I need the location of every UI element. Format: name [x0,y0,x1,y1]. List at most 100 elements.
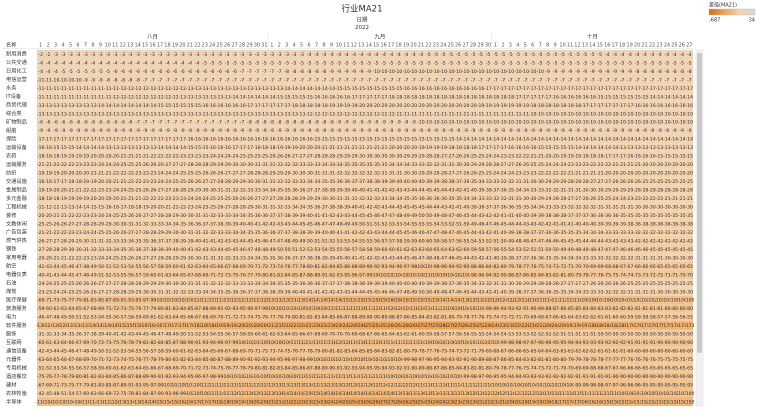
heat-cell[interactable] [193,75,202,84]
heat-cell[interactable] [320,134,328,144]
heat-cell[interactable] [678,117,686,127]
heat-cell[interactable] [387,160,395,169]
heat-cell[interactable] [581,151,589,161]
heat-cell[interactable] [74,100,82,110]
heat-cell[interactable] [37,134,45,144]
heat-cell[interactable] [543,58,552,68]
heat-cell[interactable] [126,83,134,93]
heat-cell[interactable] [163,58,172,68]
heat-cell[interactable] [685,160,694,169]
heat-cell[interactable] [454,75,462,84]
heat-cell[interactable] [223,100,231,110]
heat-cell[interactable] [66,100,75,110]
heat-cell[interactable] [96,100,105,110]
heat-cell[interactable] [357,177,366,186]
heat-cell[interactable] [44,50,52,59]
heat-cell[interactable] [558,168,567,178]
heat-cell[interactable] [66,160,75,169]
heat-cell[interactable] [551,134,559,144]
heat-cell[interactable] [588,83,597,93]
heat-cell[interactable] [566,92,574,101]
heat-cell[interactable] [74,92,82,101]
heat-cell[interactable] [178,109,187,118]
heat-cell[interactable] [394,160,403,169]
heat-cell[interactable] [551,143,559,152]
heat-cell[interactable] [59,185,67,195]
heat-cell[interactable] [484,92,492,101]
heat-cell[interactable] [201,83,209,93]
heat-cell[interactable] [178,143,187,152]
heat-cell[interactable] [536,100,544,110]
heat-cell[interactable] [230,134,239,144]
heat-cell[interactable] [536,92,544,101]
heat-cell[interactable] [260,177,269,186]
heat-cell[interactable] [536,50,544,59]
heat-cell[interactable] [432,92,440,101]
heat-cell[interactable] [461,50,470,59]
heat-cell[interactable] [476,134,485,144]
heat-cell[interactable] [409,109,418,118]
heat-cell[interactable] [648,126,656,135]
heat-cell[interactable] [566,117,574,127]
heat-cell[interactable] [655,58,664,68]
heat-cell[interactable] [603,50,612,59]
heat-cell[interactable] [312,151,321,161]
heat-cell[interactable] [51,168,60,178]
heat-cell[interactable] [350,100,358,110]
heat-cell[interactable] [543,92,552,101]
heat-cell[interactable] [521,151,530,161]
heat-cell[interactable] [335,100,343,110]
heat-cell[interactable] [387,66,395,76]
heat-cell[interactable] [37,58,45,68]
heat-cell[interactable] [372,50,380,59]
heat-cell[interactable] [357,100,366,110]
heat-cell[interactable] [156,100,164,110]
heat-cell[interactable] [447,75,455,84]
heat-cell[interactable] [283,134,291,144]
heat-cell[interactable] [640,117,649,127]
heat-cell[interactable] [529,168,537,178]
heat-cell[interactable] [312,92,321,101]
heat-cell[interactable] [148,177,157,186]
heat-cell[interactable] [335,126,343,135]
heat-cell[interactable] [678,58,686,68]
heat-cell[interactable] [551,160,559,169]
heat-cell[interactable] [126,117,134,127]
heat-cell[interactable] [81,100,90,110]
heat-cell[interactable] [141,50,149,59]
heat-cell[interactable] [484,126,492,135]
heat-cell[interactable] [223,160,231,169]
heat-cell[interactable] [186,50,194,59]
heat-cell[interactable] [588,168,597,178]
heat-cell[interactable] [536,58,544,68]
heat-cell[interactable] [506,75,515,84]
heat-cell[interactable] [119,168,127,178]
heat-cell[interactable] [171,58,179,68]
heat-cell[interactable] [514,50,522,59]
heat-cell[interactable] [104,168,112,178]
heat-cell[interactable] [290,134,298,144]
heat-cell[interactable] [514,92,522,101]
heat-cell[interactable] [655,117,664,127]
heat-cell[interactable] [499,100,507,110]
heat-cell[interactable] [141,168,149,178]
heat-cell[interactable] [335,143,343,152]
heat-cell[interactable] [663,58,671,68]
heat-cell[interactable] [66,117,75,127]
heat-cell[interactable] [208,100,216,110]
heat-cell[interactable] [320,117,328,127]
heat-cell[interactable] [312,177,321,186]
heat-cell[interactable] [454,50,462,59]
heat-cell[interactable] [491,117,500,127]
heat-cell[interactable] [245,160,254,169]
heat-cell[interactable] [283,126,291,135]
heat-cell[interactable] [290,75,298,84]
heat-cell[interactable] [178,126,187,135]
heat-cell[interactable] [476,117,485,127]
heat-cell[interactable] [327,117,336,127]
heat-cell[interactable] [230,151,239,161]
heat-cell[interactable] [454,143,462,152]
heat-cell[interactable] [342,92,351,101]
heat-cell[interactable] [447,92,455,101]
heat-cell[interactable] [193,160,202,169]
